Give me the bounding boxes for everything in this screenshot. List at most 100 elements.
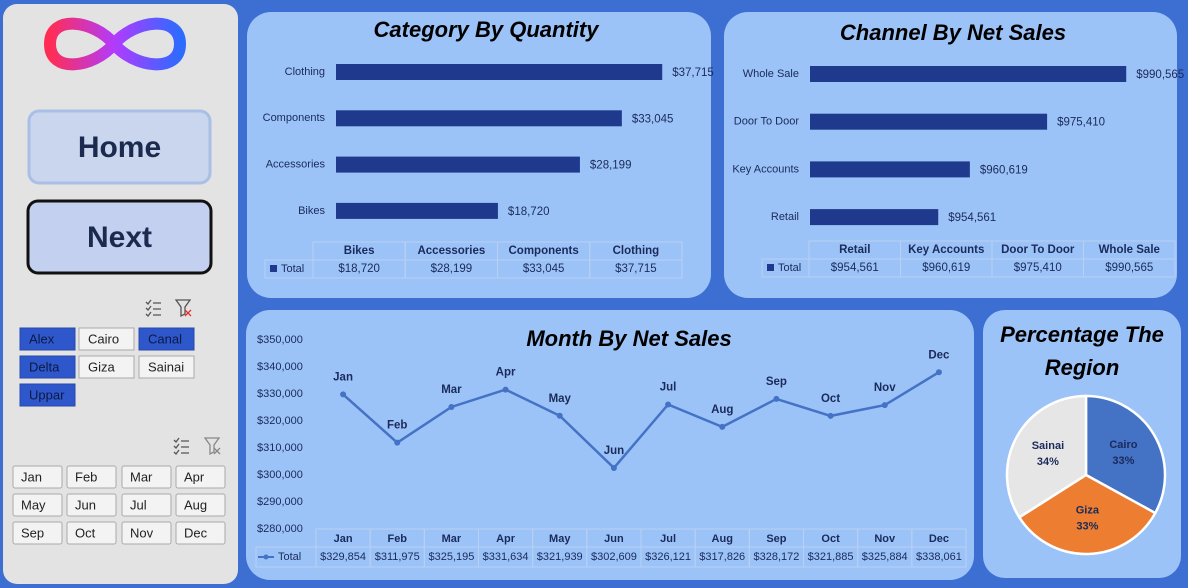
table-header: Mar (442, 533, 462, 545)
clear-filter-icon[interactable] (203, 437, 221, 456)
slicer-item[interactable] (66, 465, 117, 489)
table-header: Dec (929, 533, 949, 545)
category-label: Bikes (298, 205, 325, 217)
table-header: Jan (334, 533, 353, 545)
slicer-item[interactable] (78, 327, 135, 351)
point-label: Jun (604, 445, 624, 457)
y-tick-label: $310,000 (257, 442, 303, 454)
slicer-item[interactable] (19, 383, 76, 407)
slicer-item[interactable] (175, 465, 226, 489)
slicer-item-label: Cairo (88, 331, 119, 346)
line-point (935, 369, 942, 376)
bar (810, 113, 1048, 130)
slicer-item[interactable] (121, 493, 172, 517)
table-value: $960,619 (922, 262, 970, 274)
legend-label: Total (278, 551, 301, 563)
table-value: $338,061 (916, 551, 962, 563)
panel (724, 12, 1177, 298)
slicer-item[interactable] (12, 493, 63, 517)
slicer-item[interactable] (66, 493, 117, 517)
legend-key (767, 264, 774, 271)
y-tick-label: $280,000 (257, 523, 303, 535)
slicer-item[interactable] (19, 327, 76, 351)
table-value: $326,121 (645, 551, 691, 563)
category-label: Key Accounts (732, 163, 799, 175)
category-label: Accessories (266, 159, 326, 171)
line-point (665, 401, 672, 408)
line-point (773, 395, 780, 402)
panel (246, 310, 974, 580)
chart-title: Channel By Net Sales (840, 20, 1066, 45)
slicer-item-label: Sep (21, 525, 44, 540)
line-point (502, 386, 509, 393)
table-header: Retail (839, 244, 870, 256)
slicer-item[interactable] (138, 327, 195, 351)
slicer-item-label: Aug (184, 497, 207, 512)
slicer-item[interactable] (121, 465, 172, 489)
y-tick-label: $350,000 (257, 334, 303, 346)
table-value: $325,884 (862, 551, 908, 563)
slicer-item-label: Giza (88, 359, 116, 374)
pie-slice (1005, 394, 1088, 520)
chart-title: Month By Net Sales (526, 326, 731, 351)
slicer-item[interactable] (19, 355, 76, 379)
clear-filter-icon[interactable] (174, 299, 192, 318)
table-header: Clothing (613, 245, 660, 257)
legend-label: Total (281, 263, 304, 275)
line-point (827, 412, 834, 419)
chart-title: Category By Quantity (374, 17, 601, 42)
bar (336, 64, 663, 80)
slicer-item-label: Feb (75, 469, 97, 484)
select-all-icon[interactable] (173, 437, 189, 455)
table-header: Whole Sale (1099, 244, 1160, 256)
table-value: $329,854 (320, 551, 366, 563)
slicer-item[interactable] (12, 465, 63, 489)
slice-value: 33% (1112, 455, 1134, 467)
slicer-item-label: Apr (184, 469, 205, 484)
pie-slice (1017, 473, 1157, 556)
slice-label: Giza (1076, 504, 1100, 516)
bar (810, 66, 1127, 82)
table-value: $975,410 (1014, 262, 1062, 274)
slicer-item-label: Jun (75, 497, 96, 512)
slicer-item[interactable] (66, 521, 117, 545)
select-all-icon[interactable] (145, 299, 161, 317)
slicer-item-label: Jul (130, 497, 147, 512)
slicer-item[interactable] (175, 493, 226, 517)
slice-value: 34% (1037, 456, 1059, 468)
table-value: $321,939 (537, 551, 583, 563)
pie-slice (1084, 394, 1167, 515)
table-header: Bikes (344, 245, 375, 257)
slicer-item[interactable] (138, 355, 195, 379)
table-header: Jul (660, 533, 676, 545)
nav-button[interactable] (26, 199, 213, 275)
category-label: Door To Door (734, 116, 800, 128)
table-header: Jun (604, 533, 624, 545)
slicer-item[interactable] (78, 355, 135, 379)
nav-button-label: Next (87, 221, 152, 254)
legend-label: Total (778, 262, 801, 274)
slicer-item[interactable] (121, 521, 172, 545)
point-label: Nov (874, 382, 896, 394)
table-value: $328,172 (753, 551, 799, 563)
line-point (394, 439, 401, 446)
category-label: Components (263, 112, 326, 124)
chart-title: Percentage The Region (1000, 322, 1164, 380)
table-value: $331,634 (483, 551, 529, 563)
line-point (719, 423, 726, 430)
nav-button[interactable] (27, 109, 212, 185)
table-value: $317,826 (699, 551, 745, 563)
table-value: $33,045 (523, 263, 565, 275)
slicer-item[interactable] (175, 521, 226, 545)
point-label: Oct (821, 393, 840, 405)
slicer-item-label: Mar (130, 469, 153, 484)
slicer-item[interactable] (12, 521, 63, 545)
table-value: $321,885 (808, 551, 854, 563)
line-point (881, 402, 888, 409)
category-label: Clothing (285, 66, 325, 78)
category-label: Retail (771, 211, 799, 223)
category-label: Whole Sale (743, 68, 799, 80)
bar (810, 161, 970, 178)
data-label: $18,720 (508, 206, 550, 218)
table-cell (1083, 258, 1176, 278)
